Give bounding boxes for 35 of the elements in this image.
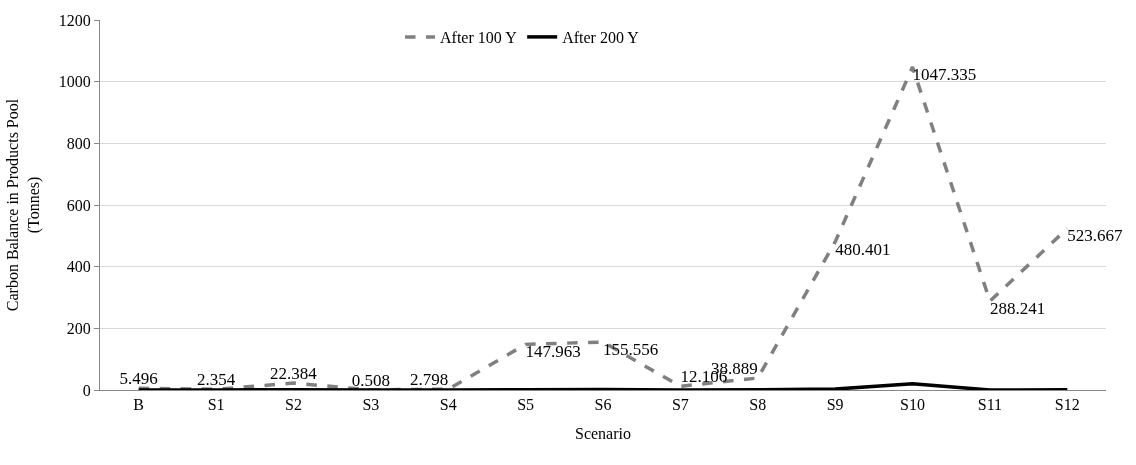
x-tick-label: S8	[749, 396, 767, 414]
y-tick-label: 600	[66, 196, 91, 214]
data-label: 2.354	[196, 370, 236, 390]
legend-label: After 200 Y	[562, 29, 640, 47]
data-label: 5.496	[119, 369, 158, 389]
data-label: 480.401	[835, 239, 891, 259]
y-tick-label: 1000	[58, 73, 91, 91]
x-axis-title: Scenario	[575, 424, 631, 442]
x-tick-label: S6	[594, 396, 612, 414]
data-label: 22.384	[270, 363, 318, 383]
legend-label: After 100 Y	[440, 29, 518, 47]
x-tick-label: S4	[439, 396, 457, 414]
y-tick-label: 800	[66, 134, 91, 152]
data-label: 1047.335	[912, 64, 977, 84]
x-tick-label: S3	[362, 396, 380, 414]
y-axis-title: Carbon Balance in Products Pool (Tonnes)	[3, 98, 43, 312]
y-tick-label: 1200	[58, 11, 91, 29]
x-tick-label: S9	[826, 396, 844, 414]
data-label: 155.556	[603, 339, 659, 359]
data-label: 288.241	[989, 298, 1046, 318]
x-tick-label: S5	[517, 396, 535, 414]
x-tick-label: S1	[207, 396, 225, 414]
y-tick-label: 400	[66, 258, 91, 276]
x-tick-label: S10	[900, 396, 925, 414]
data-label: 523.667	[1067, 226, 1124, 246]
data-label: 0.508	[351, 370, 390, 390]
data-label: 147.963	[525, 342, 581, 362]
y-tick-label: 0	[82, 381, 91, 399]
y-tick-label: 200	[66, 319, 91, 337]
x-tick-label: S2	[285, 396, 302, 414]
x-tick-label: S11	[977, 396, 1003, 414]
x-tick-label: S12	[1054, 396, 1080, 414]
data-label: 2.798	[409, 369, 449, 389]
x-tick-label: B	[133, 396, 145, 414]
x-tick-label: S7	[671, 396, 689, 414]
